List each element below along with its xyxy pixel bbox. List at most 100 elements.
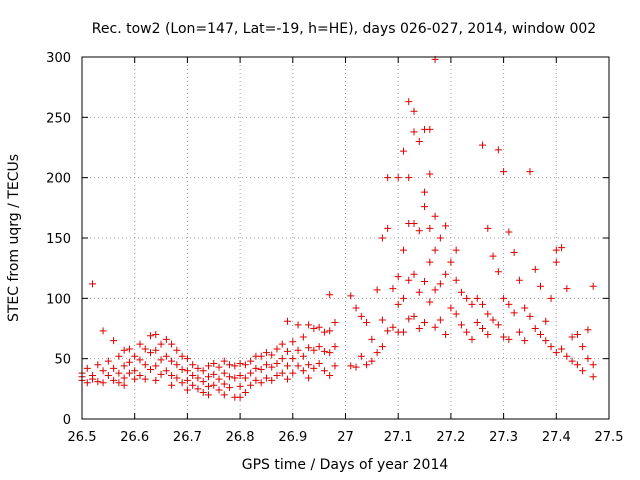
data-point xyxy=(168,381,176,389)
data-point xyxy=(273,345,281,353)
data-point xyxy=(552,246,560,254)
data-point xyxy=(115,369,123,377)
data-point xyxy=(215,363,223,371)
data-point xyxy=(515,328,523,336)
x-axis-tick-labels: 26.5 26.6 26.7 26.8 26.9 27 27.1 27.2 27.3 27.4 27… xyxy=(68,430,624,445)
data-point xyxy=(421,277,429,285)
x-tick-label: 26.6 xyxy=(120,430,149,445)
y-tick-label: 100 xyxy=(46,292,71,307)
data-point xyxy=(162,367,170,375)
data-point xyxy=(584,326,592,334)
data-point xyxy=(120,346,128,354)
y-axis-tick-labels: 0 50 100 150 200 250 300 xyxy=(46,51,71,428)
data-point xyxy=(415,325,423,332)
data-point xyxy=(294,321,302,329)
data-point xyxy=(384,327,392,335)
data-point xyxy=(426,224,434,232)
data-point xyxy=(299,367,307,375)
data-point xyxy=(399,294,407,302)
data-point xyxy=(120,362,128,370)
data-point xyxy=(431,286,439,294)
data-point xyxy=(220,369,228,377)
data-point xyxy=(236,393,244,401)
data-point xyxy=(320,328,328,336)
data-point xyxy=(452,276,460,284)
data-point xyxy=(326,372,334,380)
data-point xyxy=(147,332,155,340)
data-point xyxy=(189,361,197,369)
data-point xyxy=(183,376,191,384)
data-point xyxy=(505,228,513,236)
data-point xyxy=(204,373,212,381)
data-point xyxy=(226,384,234,392)
data-point xyxy=(331,362,339,370)
data-point xyxy=(268,363,276,371)
data-point xyxy=(500,333,508,341)
data-point xyxy=(257,379,265,387)
data-point xyxy=(405,276,413,284)
y-tick-label: 200 xyxy=(46,172,71,187)
data-point xyxy=(368,335,376,343)
data-point xyxy=(199,367,207,375)
data-point xyxy=(178,352,186,360)
data-point xyxy=(347,362,355,370)
data-point xyxy=(315,359,323,367)
data-point xyxy=(131,375,139,383)
data-point xyxy=(189,381,197,389)
data-point xyxy=(178,379,186,387)
data-point xyxy=(399,147,407,155)
data-point xyxy=(405,315,413,323)
data-point xyxy=(315,343,323,351)
data-point xyxy=(573,331,581,339)
x-tick-label: 27.3 xyxy=(489,430,518,445)
data-point xyxy=(373,349,381,357)
data-point xyxy=(94,361,102,369)
data-point xyxy=(378,343,386,351)
data-point xyxy=(457,321,465,329)
data-point xyxy=(442,331,450,339)
data-point xyxy=(257,366,265,374)
data-point xyxy=(405,174,413,182)
y-tick-label: 250 xyxy=(46,111,71,126)
data-point xyxy=(157,340,165,348)
data-point xyxy=(241,374,249,382)
data-point xyxy=(573,361,581,369)
data-point xyxy=(268,351,276,359)
data-point xyxy=(515,276,523,284)
data-point xyxy=(500,294,508,302)
data-point xyxy=(320,347,328,355)
data-point xyxy=(479,300,487,308)
x-tick-label: 27.5 xyxy=(595,430,624,445)
data-point xyxy=(315,323,323,331)
data-point xyxy=(247,381,255,389)
y-axis-title: STEC from uqrg / TECUs xyxy=(6,154,22,322)
data-point xyxy=(489,316,497,324)
data-point xyxy=(426,258,434,266)
data-point xyxy=(141,375,149,383)
data-point xyxy=(473,294,481,302)
data-point xyxy=(289,369,297,377)
data-points xyxy=(78,55,597,401)
x-tick-label: 26.7 xyxy=(173,430,202,445)
data-point xyxy=(278,340,286,348)
data-point xyxy=(410,312,418,320)
data-point xyxy=(183,386,191,394)
x-tick-label: 27.2 xyxy=(436,430,465,445)
data-point xyxy=(463,294,471,302)
data-point xyxy=(331,343,339,351)
data-point xyxy=(452,310,460,318)
data-point xyxy=(168,340,176,348)
data-point xyxy=(115,352,123,360)
data-point xyxy=(558,345,566,353)
data-point xyxy=(241,388,249,396)
data-point xyxy=(442,270,450,278)
data-point xyxy=(226,361,234,369)
data-point xyxy=(368,357,376,365)
data-point xyxy=(136,372,144,380)
data-point xyxy=(104,372,112,380)
data-point xyxy=(284,362,292,370)
data-point xyxy=(410,128,418,136)
data-point xyxy=(326,327,334,335)
x-tick-label: 27 xyxy=(337,430,354,445)
